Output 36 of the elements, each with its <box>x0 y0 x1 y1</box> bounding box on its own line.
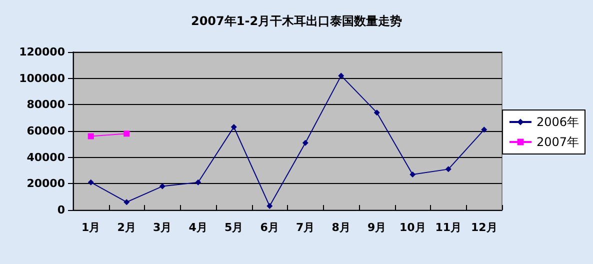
point <box>230 124 237 130</box>
x-tick-label: 11月 <box>435 221 462 234</box>
point <box>374 110 380 116</box>
x-tick-label: 4月 <box>188 221 208 234</box>
point <box>159 183 166 190</box>
y-tick-label: 0 <box>57 204 66 216</box>
point <box>88 179 94 186</box>
x-tick-label: 6月 <box>260 221 279 234</box>
x-tick-label: 7月 <box>296 221 315 234</box>
x-tick-label: 10月 <box>399 221 426 234</box>
y-tick-label: 80000 <box>26 98 66 112</box>
point <box>124 199 130 206</box>
x-tick-label: 2月 <box>117 221 136 234</box>
y-tick-label: 100000 <box>19 72 66 85</box>
point <box>338 72 344 79</box>
point <box>124 130 130 137</box>
chart-title: 2007年1-2月干木耳出口泰国数量走势 <box>190 14 402 28</box>
x-tick-label: 8月 <box>332 221 350 234</box>
point <box>445 166 452 172</box>
legend-label: 2007年 <box>536 135 580 149</box>
point <box>195 179 202 186</box>
y-tick-label: 20000 <box>26 177 66 190</box>
x-tick-label: 12月 <box>470 221 498 234</box>
x-tick-label: 1月 <box>82 221 100 234</box>
x-tick-label: 9月 <box>368 221 386 234</box>
point <box>266 203 273 210</box>
point <box>410 171 416 178</box>
point <box>88 133 94 140</box>
y-tick-label: 40000 <box>26 150 66 164</box>
x-tick-label: 3月 <box>153 221 172 234</box>
legend-label: 2006年 <box>536 115 580 129</box>
point <box>481 126 488 133</box>
y-tick-label: 120000 <box>19 46 66 58</box>
point <box>302 140 308 146</box>
x-tick-label: 5月 <box>224 221 244 234</box>
y-tick-label: 60000 <box>26 124 66 138</box>
